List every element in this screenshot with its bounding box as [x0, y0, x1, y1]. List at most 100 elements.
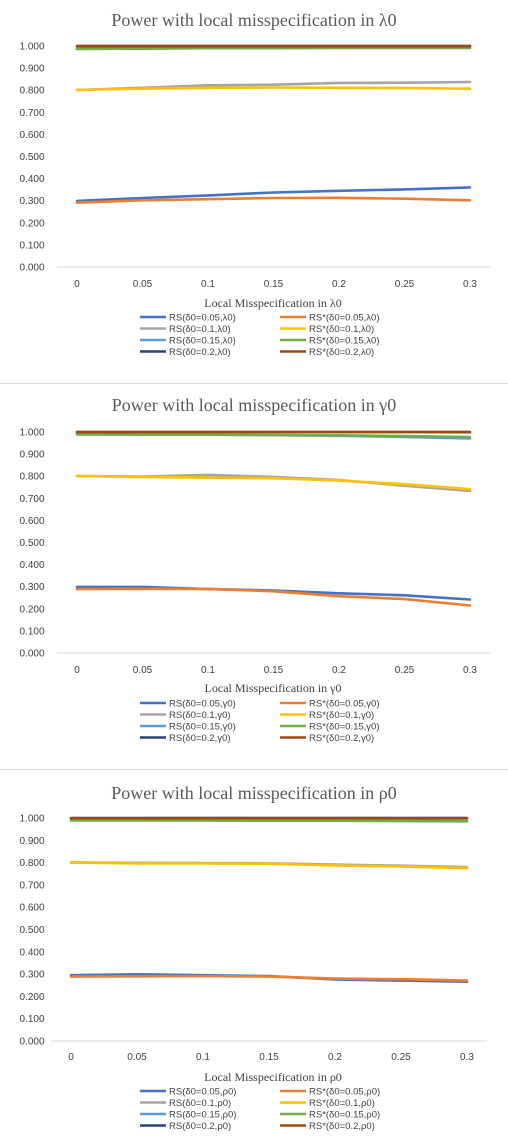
- legend-label: RS*(δ0=0.15,ρ0): [309, 1109, 380, 1120]
- y-tick-label: 0.800: [19, 858, 44, 869]
- series-line: [75, 46, 472, 51]
- x-tick-label: 0.3: [460, 1052, 474, 1063]
- y-tick-label: 0.300: [19, 196, 44, 207]
- y-tick-label: 0.500: [19, 925, 44, 936]
- x-tick-label: 0.2: [328, 1052, 342, 1063]
- series-line: [69, 974, 469, 982]
- legend-label: RS(δ0=0.1,γ0): [169, 710, 231, 721]
- y-tick-label: 1.000: [19, 42, 44, 53]
- y-tick-label: 0.200: [19, 604, 44, 615]
- y-tick-label: 0.900: [19, 836, 44, 847]
- series-line: [75, 86, 472, 92]
- legend-label: RS(δ0=0.2,γ0): [169, 733, 231, 744]
- y-tick-label: 0.200: [19, 992, 44, 1003]
- series-line: [75, 196, 472, 204]
- y-tick-label: 0.600: [19, 516, 44, 527]
- y-tick-label: 0.600: [19, 130, 44, 141]
- legend-label: RS*(δ0=0.05,ρ0): [309, 1086, 380, 1097]
- chart-lambda: Power with local misspecification in λ0 …: [19, 10, 490, 358]
- y-tick-label: 0.000: [19, 263, 44, 274]
- y-tick-label: 0.100: [19, 626, 44, 637]
- y-tick-label: 0.500: [19, 538, 44, 549]
- legend-label: RS(δ0=0.2,λ0): [169, 347, 231, 358]
- series-line: [75, 433, 472, 439]
- chart-panel-lambda: Power with local misspecification in λ0 …: [0, 0, 508, 380]
- x-axis-title: Local Misspecification in ρ0: [204, 1070, 342, 1084]
- x-tick-label: 0: [74, 665, 80, 676]
- y-tick-label: 0.600: [19, 903, 44, 914]
- legend-label: RS(δ0=0.15,γ0): [169, 721, 236, 732]
- x-tick-label: 0.3: [463, 665, 477, 676]
- y-tick-label: 1.000: [19, 814, 44, 825]
- x-tick-label: 0.05: [133, 665, 153, 676]
- y-tick-label: 0.000: [19, 649, 44, 660]
- series-line: [69, 861, 469, 870]
- legend-label: RS*(δ0=0.1,γ0): [309, 710, 374, 721]
- legend-label: RS*(δ0=0.1,ρ0): [309, 1098, 375, 1109]
- chart-title: Power with local misspecification in ρ0: [111, 783, 396, 803]
- legend-label: RS*(δ0=0.15,γ0): [309, 721, 380, 732]
- chart-gamma: Power with local misspecification in γ0 …: [19, 395, 490, 744]
- legend-label: RS*(δ0=0.05,λ0): [309, 312, 380, 323]
- panel-separator: [0, 769, 508, 770]
- legend-label: RS(δ0=0.1,λ0): [169, 324, 231, 335]
- legend-label: RS*(δ0=0.05,γ0): [309, 698, 380, 709]
- legend-label: RS(δ0=0.2,ρ0): [169, 1121, 231, 1132]
- chart-title: Power with local misspecification in λ0: [111, 10, 396, 30]
- x-tick-label: 0.15: [259, 1052, 279, 1063]
- legend-label: RS(δ0=0.15,ρ0): [169, 1109, 236, 1120]
- x-tick-label: 0.1: [201, 665, 215, 676]
- y-tick-label: 0.200: [19, 218, 44, 229]
- legend-label: RS(δ0=0.05,λ0): [169, 312, 236, 323]
- y-tick-label: 0.100: [19, 240, 44, 251]
- legend-label: RS*(δ0=0.2,ρ0): [309, 1121, 375, 1132]
- x-tick-label: 0.15: [264, 665, 284, 676]
- y-tick-label: 0.500: [19, 152, 44, 163]
- y-tick-label: 0.700: [19, 108, 44, 119]
- x-tick-label: 0: [74, 279, 80, 290]
- x-tick-label: 0.1: [201, 279, 215, 290]
- x-tick-label: 0.05: [133, 279, 153, 290]
- x-tick-label: 0: [68, 1052, 74, 1063]
- panel-separator: [0, 383, 508, 384]
- series-line: [75, 587, 472, 607]
- legend-label: RS(δ0=0.1,ρ0): [169, 1098, 231, 1109]
- chart-title: Power with local misspecification in γ0: [112, 395, 396, 415]
- y-tick-label: 0.300: [19, 582, 44, 593]
- legend-label: RS(δ0=0.05,ρ0): [169, 1086, 236, 1097]
- y-tick-label: 0.700: [19, 880, 44, 891]
- y-tick-label: 1.000: [19, 428, 44, 439]
- y-tick-label: 0.700: [19, 494, 44, 505]
- y-tick-label: 0.900: [19, 64, 44, 75]
- y-tick-label: 0.800: [19, 472, 44, 483]
- x-axis-title: Local Misspecification in γ0: [205, 681, 342, 695]
- y-tick-label: 0.400: [19, 947, 44, 958]
- y-tick-label: 0.300: [19, 970, 44, 981]
- chart-panel-rho: Power with local misspecification in ρ0 …: [0, 771, 508, 1146]
- series-line: [75, 186, 472, 203]
- x-tick-label: 0.1: [196, 1052, 210, 1063]
- legend-label: RS*(δ0=0.15,λ0): [309, 335, 380, 346]
- x-tick-label: 0.15: [264, 279, 284, 290]
- x-axis-title: Local Misspecification in λ0: [204, 296, 341, 310]
- legend-label: RS*(δ0=0.2,γ0): [309, 733, 374, 744]
- x-tick-label: 0.05: [127, 1052, 147, 1063]
- x-tick-label: 0.3: [463, 279, 477, 290]
- y-tick-label: 0.000: [19, 1037, 44, 1048]
- x-tick-label: 0.25: [395, 665, 415, 676]
- chart-rho: Power with local misspecification in ρ0 …: [19, 783, 487, 1132]
- y-tick-label: 0.400: [19, 560, 44, 571]
- x-tick-label: 0.2: [332, 665, 346, 676]
- series-line: [75, 474, 472, 491]
- legend-label: RS*(δ0=0.1,λ0): [309, 324, 374, 335]
- x-tick-label: 0.2: [332, 279, 346, 290]
- series-line: [69, 819, 469, 823]
- y-tick-label: 0.900: [19, 450, 44, 461]
- legend-label: RS(δ0=0.05,γ0): [169, 698, 236, 709]
- y-tick-label: 0.100: [19, 1014, 44, 1025]
- y-tick-label: 0.800: [19, 86, 44, 97]
- legend-label: RS*(δ0=0.2,λ0): [309, 347, 374, 358]
- chart-panel-gamma: Power with local misspecification in γ0 …: [0, 385, 508, 765]
- x-tick-label: 0.25: [391, 1052, 411, 1063]
- x-tick-label: 0.25: [395, 279, 415, 290]
